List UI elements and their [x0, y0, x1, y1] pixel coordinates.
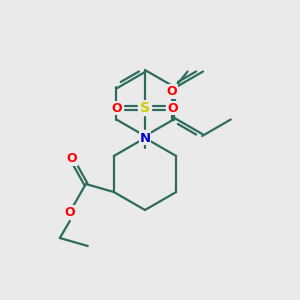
Text: S: S — [140, 101, 150, 115]
Text: O: O — [112, 101, 122, 115]
Text: N: N — [140, 131, 151, 145]
Text: O: O — [166, 85, 177, 98]
Text: O: O — [64, 206, 75, 218]
Text: O: O — [67, 152, 77, 166]
Text: O: O — [168, 101, 178, 115]
